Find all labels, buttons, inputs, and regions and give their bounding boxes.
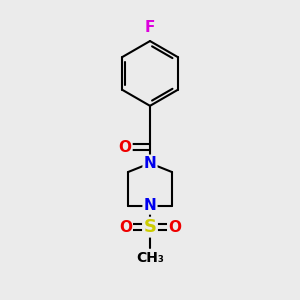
- Text: O: O: [119, 220, 132, 235]
- Text: N: N: [144, 198, 156, 213]
- Text: O: O: [168, 220, 181, 235]
- Text: O: O: [118, 140, 131, 154]
- Text: CH₃: CH₃: [136, 251, 164, 265]
- Text: F: F: [145, 20, 155, 34]
- Text: N: N: [144, 156, 156, 171]
- Text: S: S: [143, 218, 157, 236]
